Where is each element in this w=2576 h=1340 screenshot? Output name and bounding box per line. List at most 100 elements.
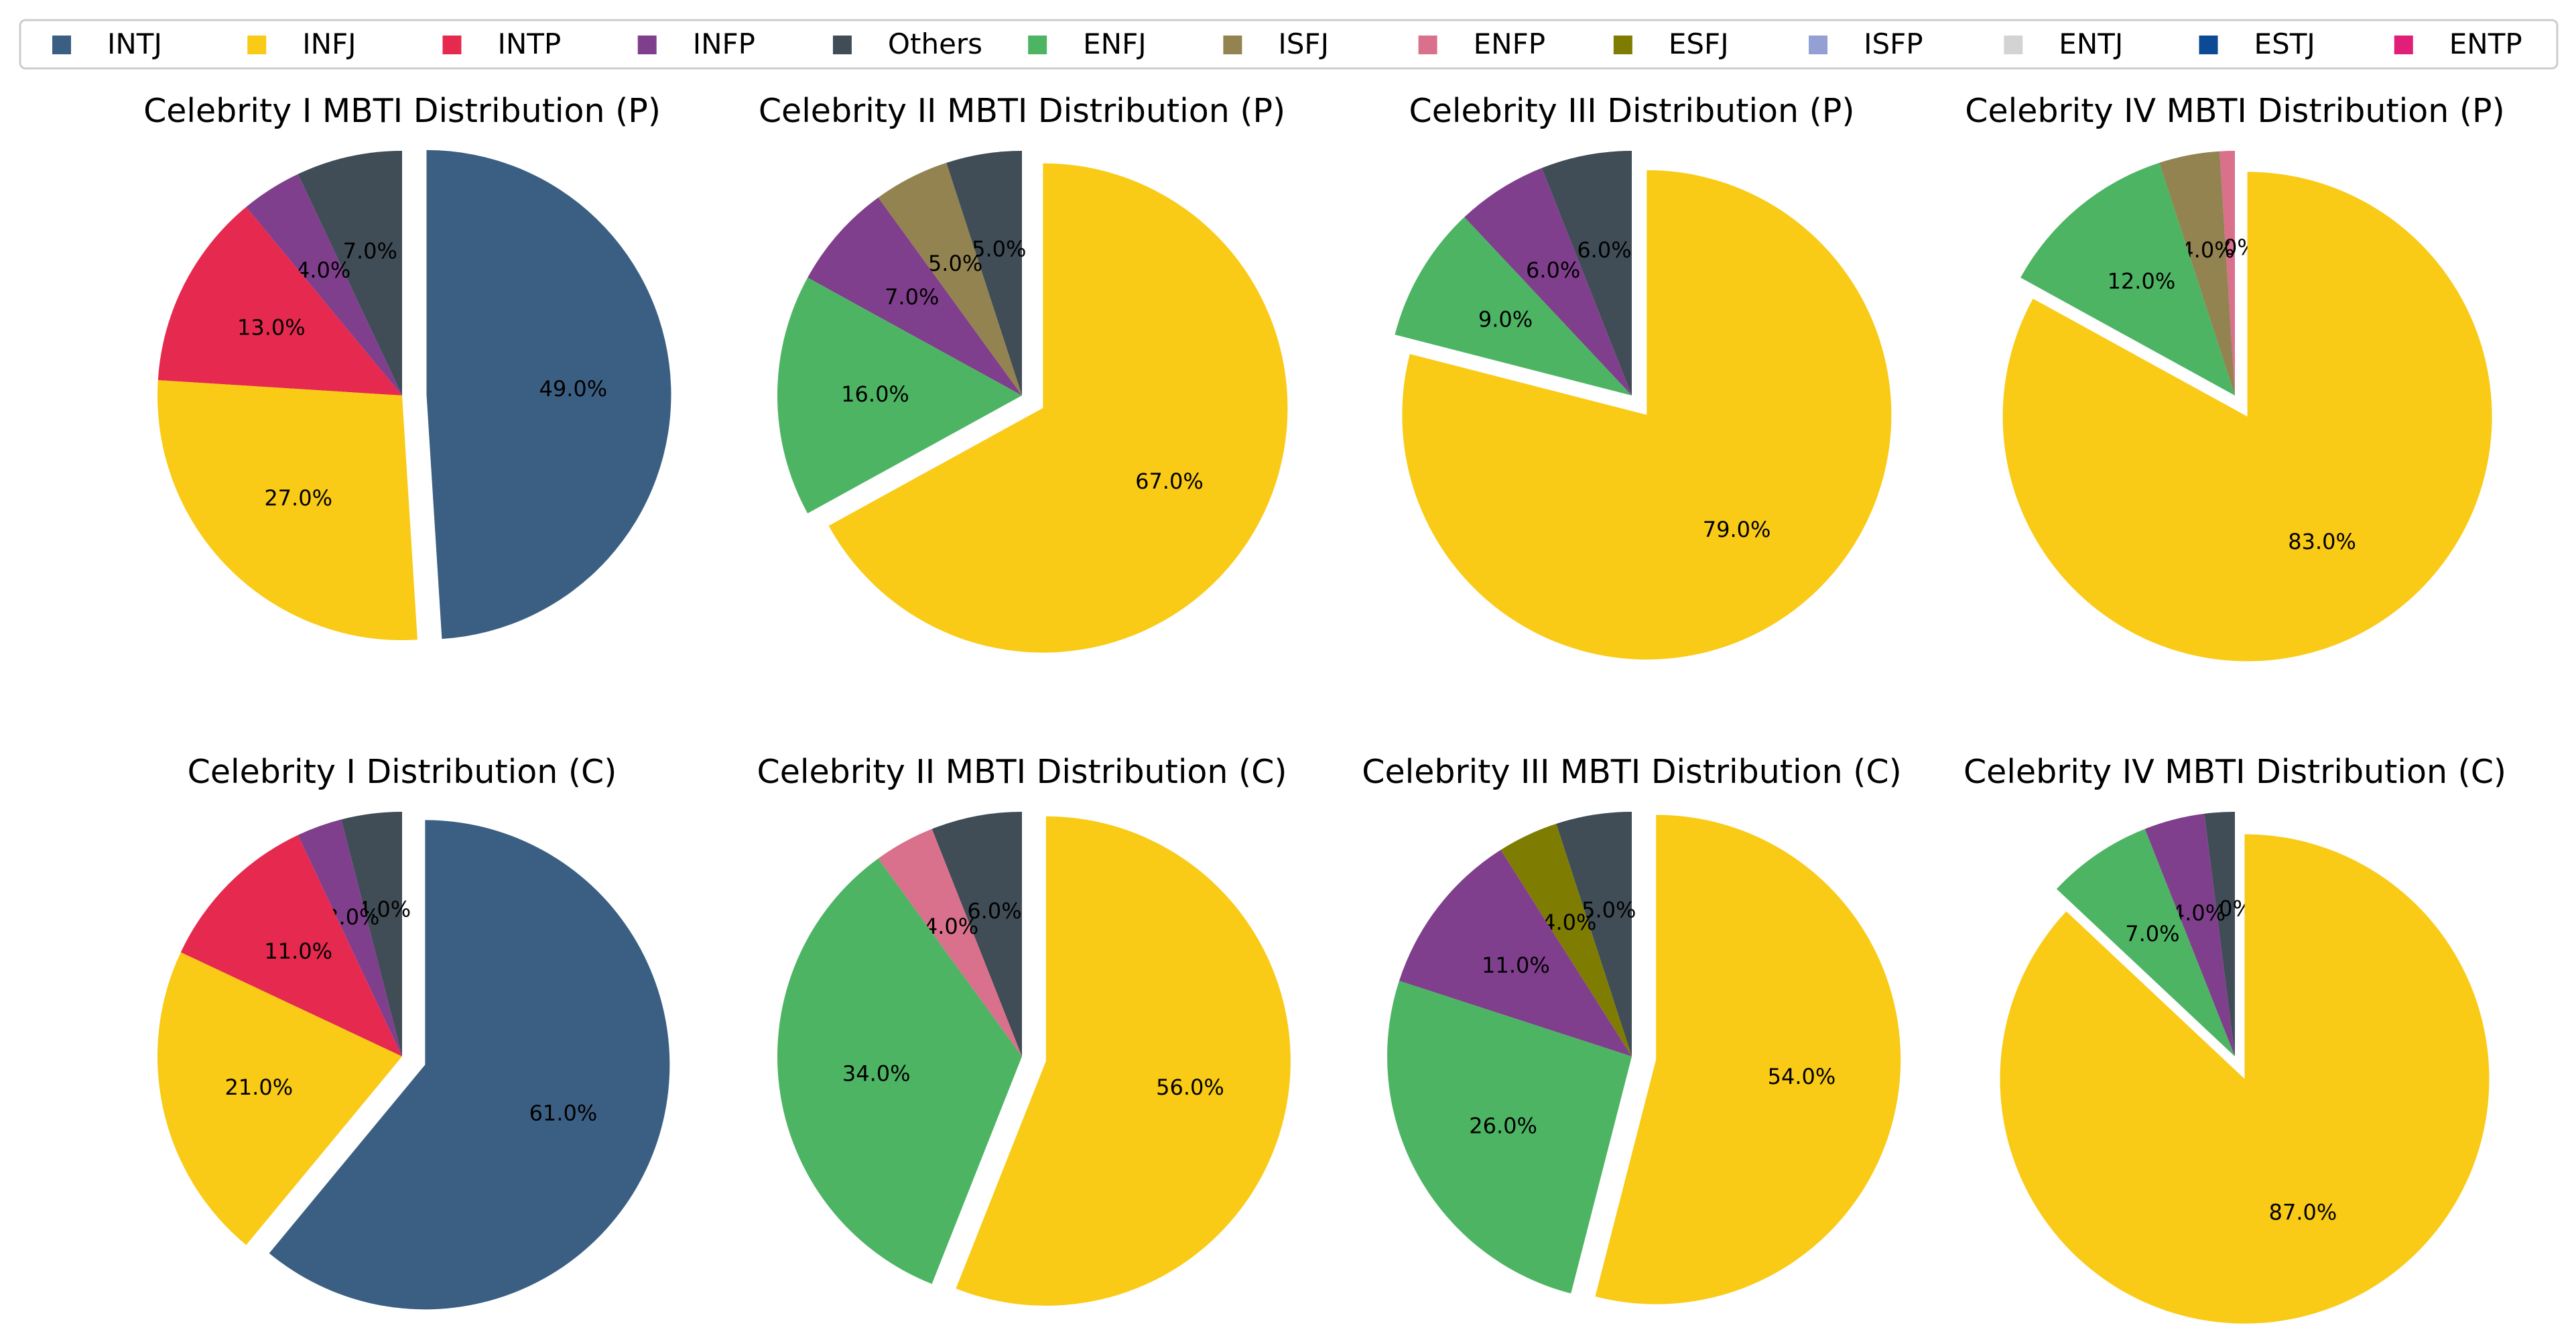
chart-title: Celebrity I MBTI Distribution (P) <box>143 92 661 130</box>
legend-item-others: Others <box>832 27 982 60</box>
pie-slice-others <box>1541 151 1632 395</box>
pie-label-enfj: 12.0% <box>2108 268 2176 294</box>
pie-slice-infj <box>157 380 417 640</box>
legend-label-infp: INFP <box>693 27 755 60</box>
legend-item-infp: INFP <box>637 27 755 60</box>
pie-label-infj: 56.0% <box>1156 1075 1224 1100</box>
legend-swatch-isfj <box>1223 36 1242 54</box>
pie-label-enfj: 9.0% <box>1478 307 1533 332</box>
legend-item-enfj: ENFJ <box>1028 27 1147 60</box>
pie-slice-others <box>298 151 402 395</box>
pie-slice-infp <box>2144 813 2235 1056</box>
chart-title: Celebrity II MBTI Distribution (C) <box>757 753 1287 791</box>
pie-label-enfj: 16.0% <box>841 381 909 407</box>
pie-slice-infp <box>1464 168 1632 395</box>
legend-item-estj: ESTJ <box>2199 27 2315 60</box>
pie-slice-infj <box>2002 172 2492 662</box>
legend-item-entp: ENTP <box>2394 27 2522 60</box>
pie-label-others: 6.0% <box>967 898 1021 924</box>
pie-label-infj: 27.0% <box>264 485 332 511</box>
legend-swatch-others <box>832 36 852 54</box>
pie-slice-enfp <box>2219 151 2235 395</box>
pie-chart-7: Celebrity III MBTI Distribution (C)5.0%4… <box>1362 753 1902 1304</box>
pie-label-others: 5.0% <box>972 237 1026 262</box>
pie-slice-infp <box>298 819 402 1056</box>
legend-label-enfp: ENFP <box>1474 27 1545 60</box>
pie-slice-intj <box>269 820 670 1310</box>
pie-slice-enfj <box>777 858 1022 1284</box>
pie-slice-enfj <box>777 278 1022 513</box>
pie-label-infj: 87.0% <box>2269 1199 2337 1225</box>
pie-label-enfj: 7.0% <box>2125 921 2179 947</box>
pie-slice-isfj <box>2159 151 2235 395</box>
pie-label-infp: 6.0% <box>1526 257 1580 283</box>
pie-label-infj: 21.0% <box>224 1075 293 1100</box>
charts: Celebrity I MBTI Distribution (P)7.0%4.0… <box>143 92 2506 1324</box>
legend-item-entj: ENTJ <box>2004 27 2123 60</box>
legend-item-intp: INTP <box>442 27 561 60</box>
pie-label-intj: 49.0% <box>539 376 608 402</box>
chart-title: Celebrity III MBTI Distribution (C) <box>1362 753 1901 791</box>
legend-label-entp: ENTP <box>2449 27 2522 60</box>
pie-slice-infp <box>808 197 1022 395</box>
pie-slice-intp <box>180 835 402 1056</box>
legend-item-esfj: ESFJ <box>1613 27 1729 60</box>
pie-slice-enfj <box>1395 217 1632 395</box>
chart-title: Celebrity IV MBTI Distribution (P) <box>1965 92 2504 130</box>
pie-chart-5: Celebrity I Distribution (C)4.0%3.0%11.0… <box>157 753 670 1310</box>
legend-swatch-intp <box>442 36 462 54</box>
legend-swatch-enfj <box>1028 36 1047 54</box>
legend-label-isfp: ISFP <box>1864 27 1923 60</box>
pie-slice-others <box>946 151 1022 395</box>
pie-chart-8: Celebrity IV MBTI Distribution (C)2.0%4.… <box>1963 753 2506 1324</box>
pie-label-others: 7.0% <box>343 238 397 263</box>
pie-slice-enfp <box>878 829 1022 1056</box>
legend-label-isfj: ISFJ <box>1278 27 1329 60</box>
legend-swatch-entj <box>2004 36 2023 54</box>
pie-slice-infj <box>828 163 1288 653</box>
pie-slice-infp <box>246 174 402 395</box>
legend-swatch-esfj <box>1613 36 1632 54</box>
legend-item-infj: INFJ <box>247 27 357 60</box>
pie-slice-infj <box>1402 170 1892 660</box>
legend-swatch-infp <box>637 36 657 54</box>
pie-slice-infj <box>157 952 403 1245</box>
pie-slice-infp <box>1399 849 1632 1056</box>
pie-label-infj: 67.0% <box>1135 469 1204 494</box>
pie-slice-infj <box>2000 834 2490 1324</box>
pie-label-others: 6.0% <box>1577 237 1631 263</box>
pie-slice-enfj <box>2020 162 2235 395</box>
legend-label-intp: INTP <box>497 27 561 60</box>
pie-label-enfj: 34.0% <box>842 1060 911 1086</box>
legend-label-intj: INTJ <box>107 27 162 60</box>
pie-slice-infj <box>956 816 1291 1306</box>
legend-swatch-enfp <box>1418 36 1437 54</box>
pie-slice-intp <box>157 206 402 395</box>
chart-title: Celebrity III Distribution (P) <box>1409 92 1855 130</box>
legend-label-esfj: ESFJ <box>1669 27 1729 60</box>
pie-label-infj: 83.0% <box>2288 529 2356 554</box>
pie-slice-isfj <box>878 162 1022 395</box>
pie-label-infj: 79.0% <box>1703 517 1771 542</box>
pie-slice-intj <box>426 149 671 639</box>
pie-chart-2: Celebrity II MBTI Distribution (P) 5.0%5.… <box>759 92 1288 653</box>
pie-slice-enfj <box>1387 981 1632 1294</box>
pie-label-others: 5.0% <box>1582 898 1636 923</box>
pie-slice-others <box>2204 812 2235 1056</box>
legend: INTJ INFJ INTP INFP Others ENFJ ISFJ ENFP ESFJ IS… <box>19 19 2559 70</box>
legend-swatch-estj <box>2199 36 2218 54</box>
pie-slice-infj <box>1595 814 1901 1304</box>
legend-swatch-isfp <box>1809 36 1828 54</box>
chart-title: Celebrity IV MBTI Distribution (C) <box>1963 753 2506 791</box>
pie-slice-others <box>341 812 402 1056</box>
legend-label-infj: INFJ <box>302 27 356 60</box>
legend-label-estj: ESTJ <box>2254 27 2315 60</box>
pie-slice-others <box>1556 812 1632 1056</box>
pie-slice-enfj <box>2056 829 2235 1056</box>
pie-label-infp: 7.0% <box>885 284 939 310</box>
legend-item-isfj: ISFJ <box>1223 27 1329 60</box>
pie-chart-1: Celebrity I MBTI Distribution (P)7.0%4.0… <box>143 92 671 640</box>
legend-swatch-entp <box>2394 36 2413 54</box>
legend-label-entj: ENTJ <box>2059 27 2123 60</box>
